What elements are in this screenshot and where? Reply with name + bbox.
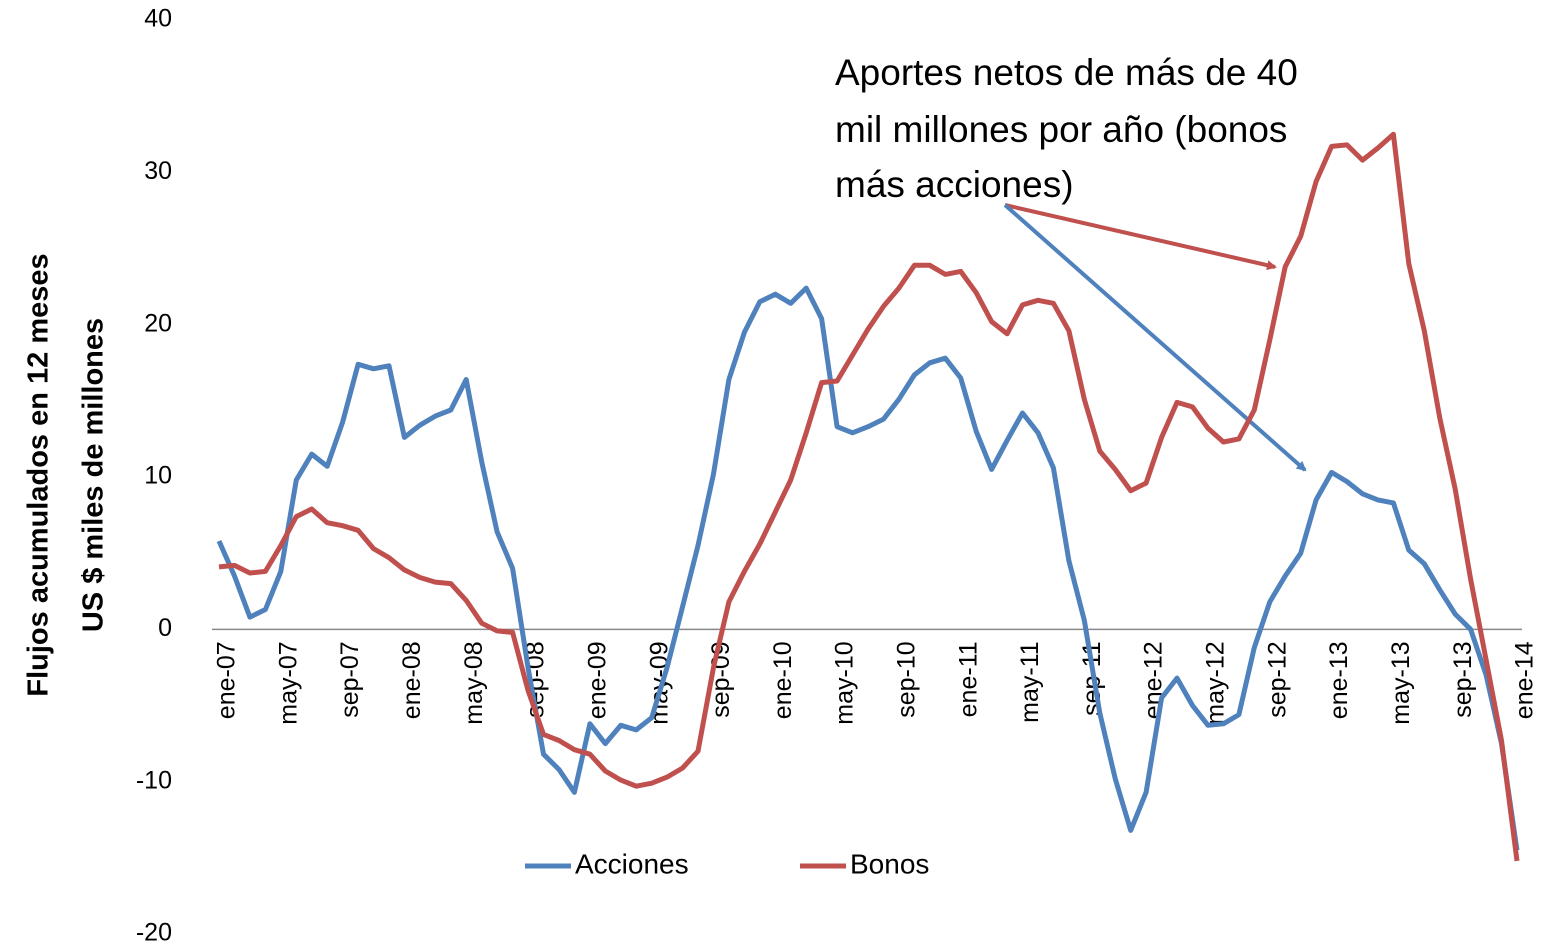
annotation: más acciones) <box>835 164 1074 205</box>
y-tick-label: -20 <box>136 919 172 945</box>
x-tick-label: may-08 <box>460 641 488 724</box>
annotation: mil millones por año (bonos <box>835 109 1287 150</box>
x-tick-label: may-07 <box>274 641 302 724</box>
x-tick-label: sep-10 <box>893 641 921 717</box>
y-tick-label: -10 <box>136 766 172 794</box>
x-tick-label: ene-11 <box>954 641 982 717</box>
x-tick-label: may-12 <box>1202 641 1230 724</box>
x-tick-label: sep-07 <box>336 641 364 717</box>
x-tick-label: may-10 <box>831 641 859 724</box>
annotation-arrow <box>1003 203 1307 472</box>
line-series <box>216 285 1520 851</box>
x-tick-label: sep-12 <box>1263 641 1291 717</box>
y-axis-title: Flujos acumulados en 12 meses <box>23 253 55 696</box>
legend-label: Acciones <box>575 848 689 879</box>
x-tick-label: ene-09 <box>583 641 611 719</box>
annotation-arrow <box>1004 203 1277 271</box>
legend-label: Bonos <box>850 848 929 879</box>
annotation: Aportes netos de más de 40 <box>835 52 1298 93</box>
x-tick-label: may-13 <box>1387 641 1415 724</box>
x-tick-label: ene-10 <box>769 641 797 719</box>
x-tick-label: ene-08 <box>398 641 426 719</box>
x-tick-label: ene-07 <box>213 641 241 719</box>
y-tick-label: 40 <box>144 5 172 33</box>
x-tick-label: ene-14 <box>1511 641 1539 719</box>
x-tick-label: may-11 <box>1016 641 1044 723</box>
y-tick-label: 0 <box>158 614 172 642</box>
y-tick-label: 30 <box>144 157 172 185</box>
x-tick-label: sep-13 <box>1449 641 1477 717</box>
x-tick-label: ene-13 <box>1325 641 1353 719</box>
y-tick-label: 10 <box>144 462 172 490</box>
line-series <box>218 131 1520 862</box>
y-axis-title: US $ miles de millones <box>78 318 110 632</box>
y-tick-label: 20 <box>144 309 172 337</box>
x-tick-label: ene-12 <box>1140 641 1168 719</box>
